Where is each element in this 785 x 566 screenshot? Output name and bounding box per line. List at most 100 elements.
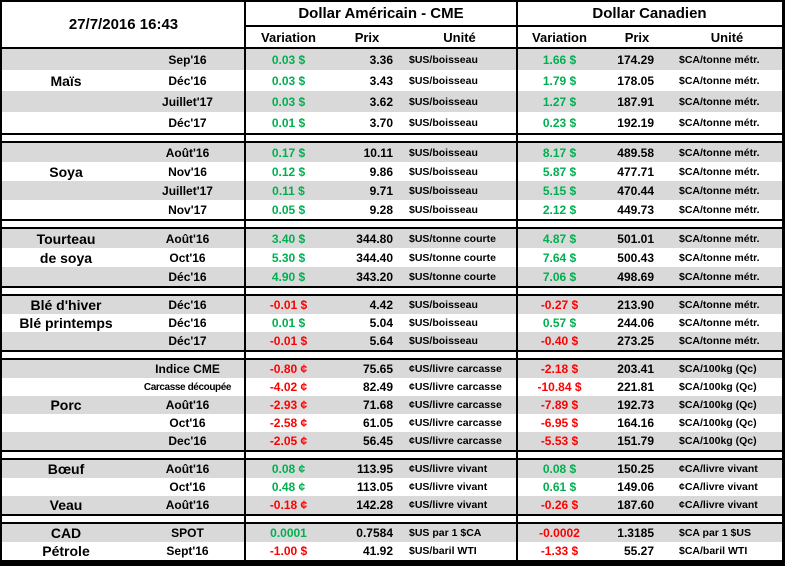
us-variation-value: 0.01 $ xyxy=(271,115,306,130)
contract-label: Oct'16 xyxy=(169,416,206,430)
ca-unit-label: ¢CA/livre vivant xyxy=(679,463,758,475)
ca-price-value: 477.71 xyxy=(617,164,654,179)
ca-variation-value: -0.0002 xyxy=(539,526,580,540)
us-variation-value: -2.58 ¢ xyxy=(269,416,308,430)
us-price-value: 56.45 xyxy=(362,434,393,448)
ca-variation-value: 7.64 $ xyxy=(542,250,577,265)
column-divider xyxy=(244,2,246,562)
ca-unit-label: $CA/tonne métr. xyxy=(679,146,760,159)
us-variation-header: Variation xyxy=(261,29,316,45)
table-row: CAD SPOT 0.0001 0.7584 $US par 1 $CA -0.0002 1… xyxy=(2,524,782,542)
contract-label: Août'16 xyxy=(165,398,210,412)
ca-price-value: 1.3185 xyxy=(617,526,654,540)
us-unit-label: $US/boisseau xyxy=(409,74,478,87)
us-dollar-title: Dollar Américain - CME xyxy=(245,2,517,27)
us-unit-label: $US/boisseau xyxy=(409,146,478,159)
table-row: Blé d'hiver Déc'16 -0.01 $ 4.42 $US/boisseau… xyxy=(2,296,782,314)
us-unit-label: $US/tonne courte xyxy=(409,232,496,245)
ca-price-value: 192.19 xyxy=(617,115,654,130)
contract-label: Oct'16 xyxy=(169,480,206,494)
us-price-value: 142.28 xyxy=(356,498,393,512)
ca-price-value: 498.69 xyxy=(617,269,654,284)
contract-label: SPOT xyxy=(171,526,204,540)
table-row: Juillet'17 0.03 $ 3.62 $US/boisseau 1.27 $ 18… xyxy=(2,91,782,112)
us-unit-label: $US/boisseau xyxy=(409,203,478,216)
table-row: Août'16 0.17 $ 10.11 $US/boisseau 8.17 $ 489.… xyxy=(2,143,782,162)
us-price-value: 0.7584 xyxy=(356,526,393,540)
us-variation-value: 5.30 $ xyxy=(271,250,306,265)
ca-price-value: 449.73 xyxy=(617,202,654,217)
ca-variation-value: 0.57 $ xyxy=(542,316,577,330)
ca-unit-label: $CA/tonne métr. xyxy=(679,116,760,129)
ca-price-value: 244.06 xyxy=(617,316,654,330)
ca-unit-label: ¢CA/livre vivant xyxy=(679,499,758,511)
table-row: Déc'17 -0.01 $ 5.64 $US/boisseau -0.40 $ 273.… xyxy=(2,332,782,350)
us-variation-value: 0.0001 xyxy=(270,526,307,540)
section-gap xyxy=(2,452,782,458)
commodity-label xyxy=(2,143,130,162)
commodity-label xyxy=(2,49,130,70)
commodity-section: Sep'16 0.03 $ 3.36 $US/boisseau 1.66 $ 174.29… xyxy=(2,47,782,135)
us-unit-label: ¢US/livre vivant xyxy=(409,481,488,493)
commodity-label: Blé printemps xyxy=(19,315,113,331)
contract-label: Déc'16 xyxy=(168,269,207,284)
ca-unit-label: $CA/100kg (Qc) xyxy=(679,435,757,447)
us-price-value: 344.40 xyxy=(356,250,393,265)
commodity-label: de soya xyxy=(39,249,93,266)
ca-price-value: 192.73 xyxy=(617,398,654,412)
table-row: Blé printemps Déc'16 0.01 $ 5.04 $US/boissea… xyxy=(2,314,782,332)
us-variation-value: -2.93 ¢ xyxy=(269,398,308,412)
table-row: Dec'16 -2.05 ¢ 56.45 ¢US/livre carcasse -5.5… xyxy=(2,432,782,450)
ca-variation-value: 1.27 $ xyxy=(542,94,577,109)
ca-unite-header: Unité xyxy=(710,29,744,45)
ca-variation-value: 1.79 $ xyxy=(542,73,577,88)
us-unit-label: $US/boisseau xyxy=(409,53,478,66)
us-price-value: 3.43 xyxy=(369,73,393,88)
commodity-label xyxy=(2,332,130,350)
ca-variation-value: -1.33 $ xyxy=(540,544,579,558)
contract-label: Dec'16 xyxy=(168,434,207,448)
us-price-value: 3.70 xyxy=(369,115,393,130)
us-price-value: 10.11 xyxy=(363,145,393,160)
table-row: Indice CME -0.80 ¢ 75.65 ¢US/livre carcasse… xyxy=(2,360,782,378)
contract-label: Oct'16 xyxy=(169,250,206,265)
ca-price-value: 500.43 xyxy=(617,250,654,265)
us-unit-label: ¢US/livre carcasse xyxy=(409,417,502,429)
us-unit-label: $US/tonne courte xyxy=(409,270,496,283)
ca-variation-value: 5.15 $ xyxy=(542,183,577,198)
us-unit-label: $US/tonne courte xyxy=(409,251,496,264)
ca-variation-value: -0.26 $ xyxy=(540,498,579,512)
ca-price-value: 164.16 xyxy=(617,416,654,430)
us-price-value: 9.71 xyxy=(369,183,393,198)
ca-unit-label: $CA/100kg (Qc) xyxy=(679,417,757,429)
ca-unit-label: $CA/100kg (Qc) xyxy=(679,399,757,411)
ca-unit-label: $CA/tonne métr. xyxy=(679,203,760,216)
us-price-value: 113.05 xyxy=(356,480,393,494)
table-row: Déc'16 4.90 $ 343.20 $US/tonne courte 7.06 $… xyxy=(2,267,782,286)
us-price-value: 343.20 xyxy=(356,269,393,284)
table-row: Porc Août'16 -2.93 ¢ 71.68 ¢US/livre carcass… xyxy=(2,396,782,414)
ca-variation-value: 0.23 $ xyxy=(542,115,577,130)
ca-variation-value: -7.89 $ xyxy=(540,398,579,412)
commodity-label xyxy=(2,432,130,450)
table-row: Juillet'17 0.11 $ 9.71 $US/boisseau 5.15 $ 47… xyxy=(2,181,782,200)
us-variation-value: 0.08 ¢ xyxy=(271,462,306,476)
ca-unit-label: $CA/100kg (Qc) xyxy=(679,381,757,393)
us-unite-header: Unité xyxy=(443,29,476,45)
commodity-label: Veau xyxy=(49,497,83,513)
section-gap xyxy=(2,221,782,227)
us-variation-value: 0.01 $ xyxy=(271,316,306,330)
us-variation-value: 4.90 $ xyxy=(271,269,306,284)
ca-unit-label: $CA/tonne métr. xyxy=(679,165,760,178)
contract-label: Déc'17 xyxy=(168,115,207,130)
us-unit-label: $US/boisseau xyxy=(409,184,478,197)
ca-price-value: 150.25 xyxy=(617,462,654,476)
us-price-value: 71.68 xyxy=(362,398,393,412)
commodity-section: Tourteau Août'16 3.40 $ 344.80 $US/tonne cou… xyxy=(2,227,782,288)
contract-label: Indice CME xyxy=(155,362,220,376)
us-variation-value: 0.03 $ xyxy=(271,73,306,88)
ca-variation-value: 8.17 $ xyxy=(542,145,577,160)
ca-unit-label: $CA/100kg (Qc) xyxy=(679,363,757,375)
commodity-label xyxy=(2,267,130,286)
